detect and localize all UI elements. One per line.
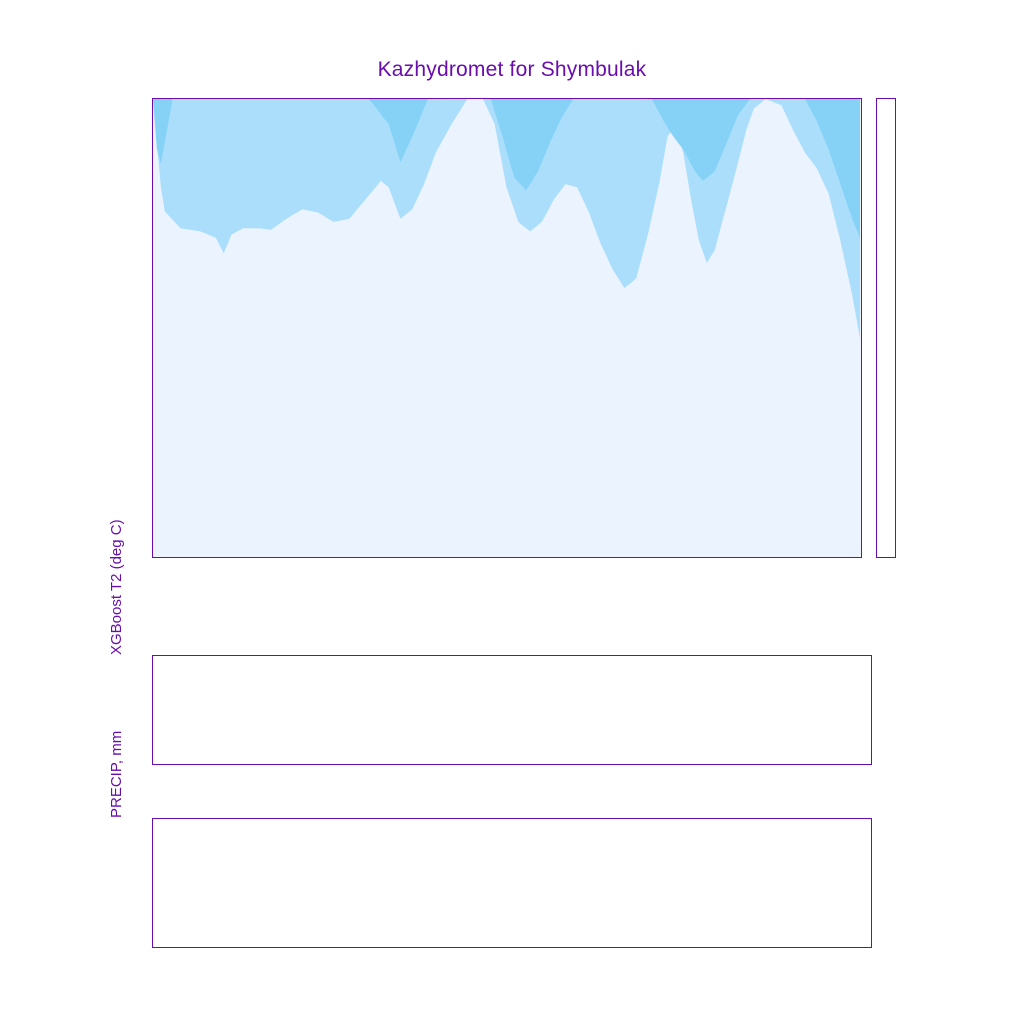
t2-canvas — [153, 656, 870, 763]
t2-plot — [152, 655, 872, 765]
cross-section-plot — [152, 98, 862, 558]
precip-canvas — [153, 819, 870, 946]
page-title: Kazhydromet for Shymbulak — [377, 58, 647, 81]
cross-section-canvas — [153, 99, 860, 556]
precip-plot — [152, 818, 872, 948]
temperature-colorbar — [876, 98, 896, 558]
precip-axis-label: PRECIP, mm — [108, 730, 125, 818]
t2-axis-label: XGBoost T2 (deg C) — [108, 519, 125, 655]
